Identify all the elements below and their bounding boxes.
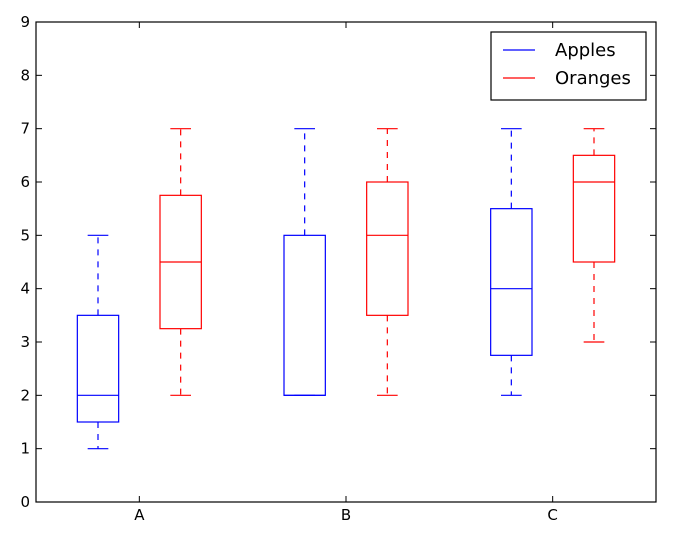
y-tick-label-1: 1 bbox=[20, 440, 30, 458]
oranges-b-box-group bbox=[366, 128, 409, 396]
plot-marks bbox=[76, 128, 616, 450]
axes: 0 1 2 3 4 5 6 7 8 9 A B C bbox=[20, 13, 656, 524]
oranges-c-box bbox=[572, 154, 616, 263]
apples-b-box-group bbox=[283, 128, 326, 396]
y-tick-label-3: 3 bbox=[20, 333, 30, 351]
y-tick-label-2: 2 bbox=[20, 386, 30, 404]
x-tick-label-b: B bbox=[341, 506, 351, 524]
y-tick-label-9: 9 bbox=[20, 13, 30, 31]
y-tick-label-8: 8 bbox=[20, 66, 30, 84]
legend: Apples Oranges bbox=[490, 31, 647, 101]
series-apples bbox=[76, 128, 533, 450]
legend-label-apples: Apples bbox=[555, 40, 616, 61]
oranges-a-box-group bbox=[159, 128, 202, 396]
apples-c-box-group bbox=[490, 128, 533, 396]
y-tick-label-5: 5 bbox=[20, 226, 30, 244]
y-tick-label-0: 0 bbox=[20, 493, 30, 511]
series-oranges bbox=[159, 128, 616, 396]
apples-a-box bbox=[76, 314, 120, 423]
legend-label-oranges: Oranges bbox=[555, 68, 631, 89]
oranges-c-box-group bbox=[572, 128, 616, 343]
oranges-b-box bbox=[366, 181, 409, 316]
y-tick-label-4: 4 bbox=[20, 280, 30, 298]
y-tick-label-7: 7 bbox=[20, 120, 30, 138]
y-tick-label-6: 6 bbox=[20, 173, 30, 191]
apples-c-box bbox=[490, 208, 533, 356]
legend-frame bbox=[490, 31, 647, 101]
x-tick-label-a: A bbox=[134, 506, 145, 524]
x-tick-label-c: C bbox=[547, 506, 557, 524]
apples-a-box-group bbox=[76, 234, 120, 450]
